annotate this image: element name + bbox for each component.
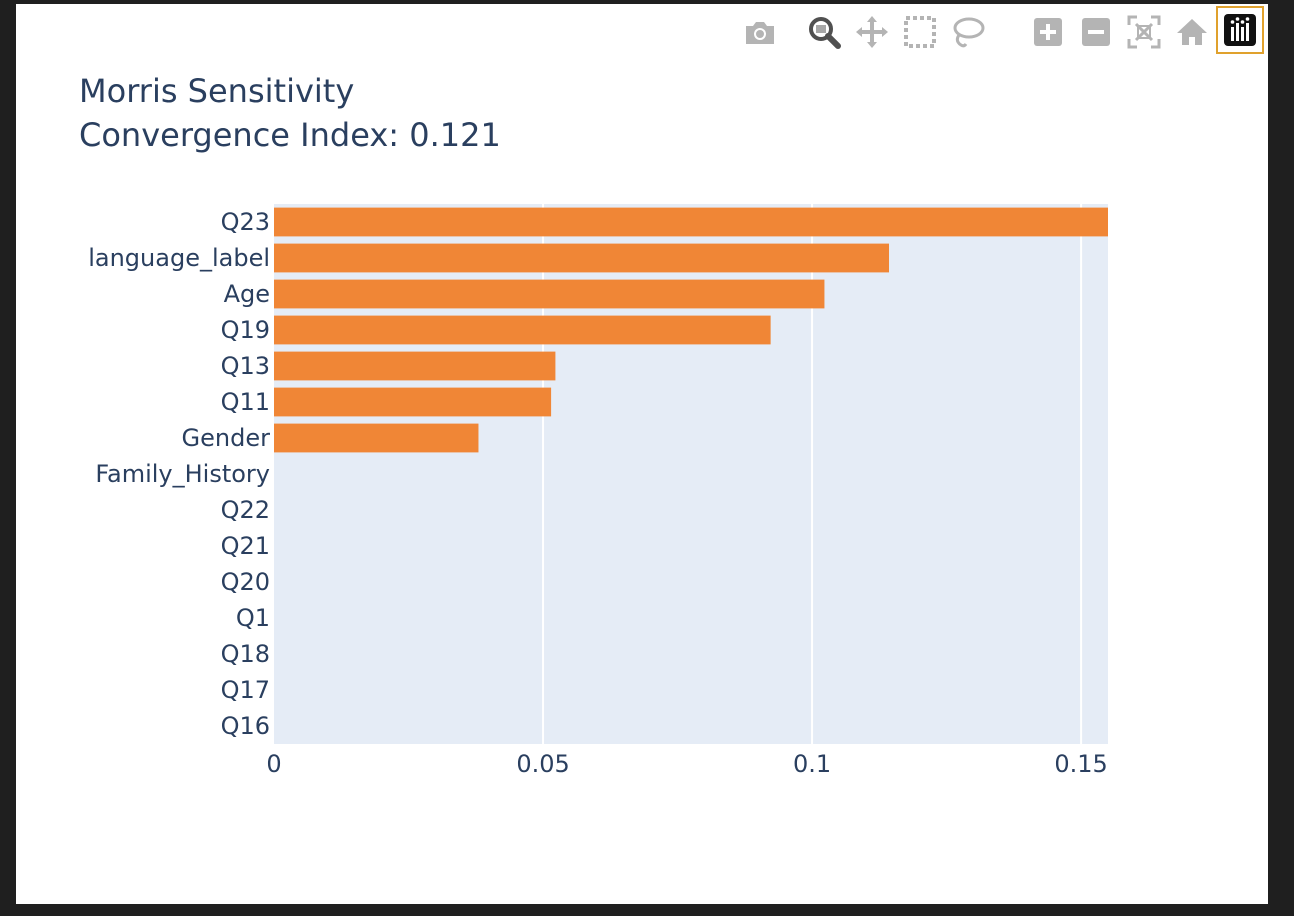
- box-select-icon[interactable]: [900, 10, 940, 54]
- x-tick-label: 0.1: [793, 750, 831, 778]
- bar-Gender: [274, 423, 479, 453]
- x-tick-label: 0: [266, 750, 281, 778]
- y-tick-label: language_label: [88, 244, 270, 272]
- bar-Q23: [274, 207, 1108, 237]
- chart-subtitle: Convergence Index: 0.121: [79, 116, 501, 154]
- zoom-out-icon[interactable]: [1076, 10, 1116, 54]
- y-tick-label: Age: [224, 280, 270, 308]
- y-tick-label: Q1: [236, 604, 270, 632]
- y-tick-label: Q16: [221, 712, 270, 740]
- y-tick-label: Gender: [182, 424, 271, 452]
- bar-Q11: [274, 387, 552, 417]
- y-tick-label: Q18: [221, 640, 270, 668]
- chart-title: Morris Sensitivity: [79, 72, 355, 110]
- bar-chart: Q23 language_label Age Q19 Q13 Q11 Gender Famil…: [88, 204, 1108, 778]
- y-tick-label: Q22: [221, 496, 270, 524]
- x-tick-label: 0.15: [1054, 750, 1107, 778]
- chart-frame: Morris Sensitivity Convergence Index: 0.…: [16, 4, 1268, 904]
- y-tick-label: Q23: [221, 208, 270, 236]
- x-tick-label: 0.05: [516, 750, 569, 778]
- y-tick-label: Family_History: [95, 460, 270, 488]
- y-tick-label: Q20: [221, 568, 270, 596]
- bar-Age: [274, 279, 825, 309]
- camera-icon[interactable]: [740, 10, 780, 54]
- pan-icon[interactable]: [852, 10, 892, 54]
- lasso-icon[interactable]: [948, 10, 988, 54]
- bar-Q19: [274, 315, 771, 345]
- zoom-in-icon[interactable]: [1028, 10, 1068, 54]
- zoom-icon[interactable]: [804, 10, 844, 54]
- y-tick-label: Q19: [221, 316, 270, 344]
- home-icon[interactable]: [1172, 10, 1212, 54]
- y-tick-label: Q11: [221, 388, 270, 416]
- plotly-logo-icon[interactable]: [1216, 6, 1264, 54]
- bar-language_label: [274, 243, 890, 273]
- y-tick-label: Q13: [221, 352, 270, 380]
- y-tick-label: Q21: [221, 532, 270, 560]
- y-tick-label: Q17: [221, 676, 270, 704]
- autoscale-icon[interactable]: [1124, 10, 1164, 54]
- bar-Q13: [274, 351, 556, 381]
